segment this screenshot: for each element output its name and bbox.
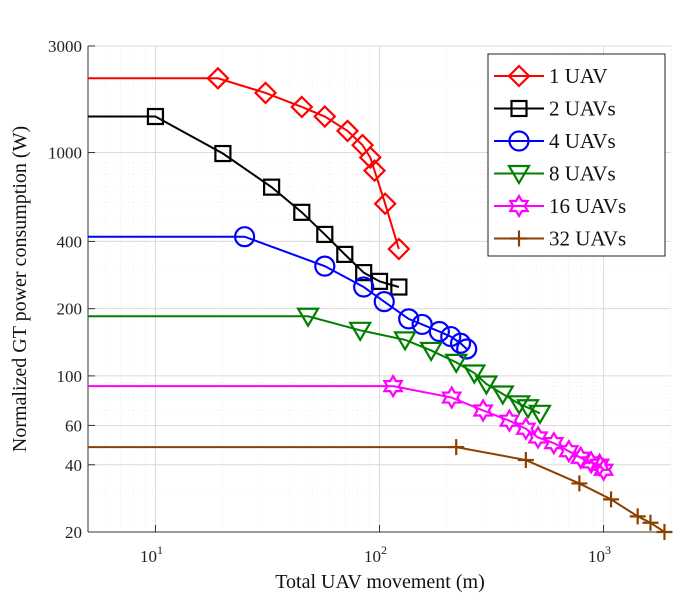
data-point-triangle-down [393,331,417,352]
legend-label: 1 UAV [549,64,608,88]
data-point-circle [398,308,420,330]
data-point-circle [456,338,478,360]
data-point-diamond [206,66,230,90]
data-point-plus [642,514,659,531]
data-point-hexagram [592,457,615,482]
y-axis-label: Normalized GT power consumption (W) [9,126,31,452]
legend-marker-triangle-down [507,164,531,186]
legend-marker-circle [508,130,530,152]
legend-marker-square [510,99,528,118]
data-point-diamond [373,192,397,216]
data-point-triangle-down [462,364,487,385]
data-point-diamond [387,237,411,261]
data-point-square [336,245,354,263]
data-point-circle [373,291,395,313]
y-tick-label: 40 [65,456,82,475]
legend-label: 2 UAVs [549,97,616,121]
data-point-hexagram [570,445,592,470]
data-point-plus [656,524,673,540]
data-point-square [316,225,334,244]
data-point-triangle-down [444,353,469,375]
legend-label: 4 UAVs [549,129,616,153]
data-point-diamond [335,119,360,143]
data-point-plus [517,452,534,469]
legend-label: 16 UAVs [549,194,626,218]
y-tick-label: 1000 [48,144,82,163]
data-point-diamond [253,81,278,105]
series-line-5 [88,385,605,471]
data-point-triangle-down [527,404,552,425]
data-point-diamond [362,159,387,183]
data-point-diamond [313,104,337,129]
axes [87,45,671,533]
data-point-hexagram [527,425,549,450]
data-point-square [214,144,232,163]
data-point-triangle-down [507,395,532,416]
y-tick-label: 60 [65,416,82,435]
data-point-hexagram [515,416,537,441]
tick-labels: 101 102 103 20 40 60 100 200 400 1000 3000 [48,37,611,566]
legend-label: 8 UAVs [549,162,616,186]
legend-marker-plus [511,230,527,247]
data-point-square [355,264,373,282]
x-tick-label: 103 [588,543,611,566]
legend-marker-diamond [507,64,531,88]
data-point-triangle-down [516,399,540,420]
data-point-square [390,278,408,296]
data-point-plus [629,508,646,525]
y-tick-label: 100 [57,367,83,386]
series-markers [146,66,673,540]
data-point-hexagram [382,373,404,399]
data-point-triangle-down [296,307,321,328]
data-point-plus [603,491,620,508]
data-point-circle [428,320,450,343]
series-line-1 [88,77,400,250]
y-tick-label: 200 [57,300,83,319]
legend: 1 UAV 2 UAVs 4 UAVs 8 UAVs 16 UAVs 32 UAVs [487,53,666,257]
y-tick-label: 3000 [48,37,82,56]
data-point-triangle-down [348,321,373,342]
x-tick-label: 101 [140,543,163,566]
data-point-circle [449,332,472,354]
data-point-hexagram [498,408,520,433]
data-point-square [146,107,165,126]
data-point-square [293,203,311,221]
data-point-plus [571,475,588,492]
data-point-circle [234,226,256,248]
x-axis-label: Total UAV movement (m) [275,571,485,593]
data-point-triangle-down [490,385,515,406]
data-point-plus [448,439,465,456]
data-point-hexagram [558,439,580,464]
data-point-triangle-down [419,341,444,363]
data-point-hexagram [441,385,463,410]
data-point-diamond [290,95,314,119]
x-tick-label: 102 [364,543,387,566]
y-tick-label: 20 [65,523,82,542]
data-point-triangle-down [474,375,499,396]
legend-label: 32 UAVs [549,227,626,251]
data-point-hexagram [580,450,602,475]
data-point-square [263,178,281,196]
series-line-3 [88,235,468,350]
data-point-diamond [358,145,382,170]
data-point-circle [314,255,336,277]
data-point-hexagram [472,398,494,423]
data-point-circle [353,276,375,298]
y-tick-label: 400 [57,232,83,251]
legend-box [487,53,666,257]
data-point-hexagram [543,430,565,456]
legend-marker-hexagram [508,193,530,219]
